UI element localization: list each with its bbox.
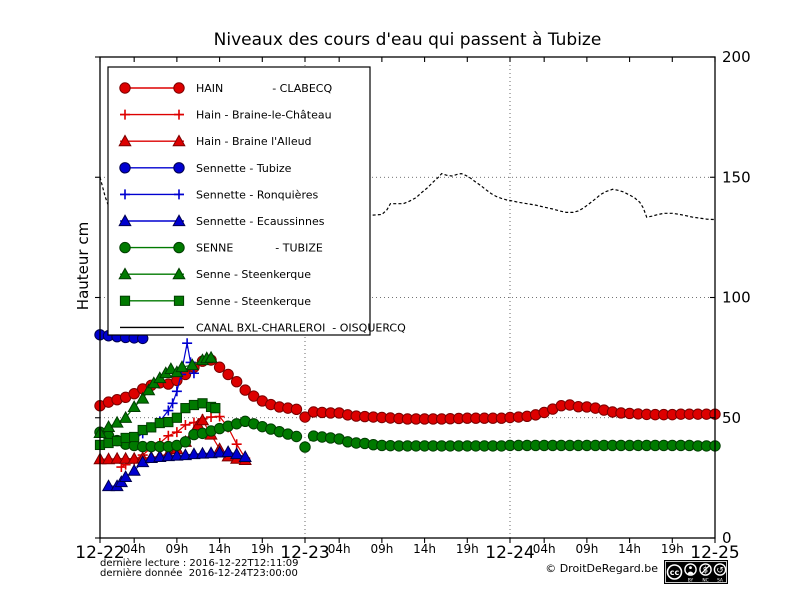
y-tick-label-0: 0 [722,529,732,547]
legend-item-hain-braine-le-ch-teau-1: Hain - Braine-le-Château [120,109,332,122]
x-tick-label-12-23-24: 12-23 [280,543,329,563]
legend-item-sennette-ronqui-res-4: Sennette - Ronquières [120,188,318,201]
series-sennette-ecaussinnes-5 [101,445,252,492]
x-tick-label-19h-43: 19h [456,542,479,556]
last-data-text: dernière donnée 2016-12-24T23:00:00 [100,568,298,579]
cc-nc-label: NC [702,578,708,584]
cc-icon-label: cc [670,568,680,577]
x-tick-label-04h-52: 04h [533,542,556,556]
legend-label: Sennette - Ronquières [196,188,318,201]
x-tick-label-14h-38: 14h [413,542,436,556]
cc-by-icon [684,563,697,576]
x-tick-label-14h-62: 14h [618,542,641,556]
y-tick-label-50: 50 [722,409,741,427]
legend-item-hain-braine-l-alleud-2: Hain - Braine l'Alleud [118,134,312,148]
legend-label: Hain - Braine-le-Château [196,109,332,122]
y-axis-label: Hauteur cm [74,221,92,311]
last-reading-text: dernière lecture : 2016-12-22T12:11:09 [100,558,299,569]
cc-icon [666,564,683,580]
legend-label: CANAL BXL-CHARLEROI - OISQUERCQ [196,321,406,334]
series-senne-steenkerque-8 [94,398,221,451]
cc-license-badge[interactable]: cc BY $ NC ↺ SA [664,560,728,584]
x-tick-label-09h-33: 09h [370,542,393,556]
legend-item-senne-tubize-6: SENNE - TUBIZE [119,242,323,255]
legend-label: SENNE - TUBIZE [196,242,323,255]
svg-text:$: $ [703,566,708,576]
x-tick-label-09h-9: 09h [165,542,188,556]
y-tick-label-150: 150 [722,168,751,186]
footer-readings: dernière lecture : 2016-12-22T12:11:09 d… [100,559,299,579]
y-tick-label-100: 100 [722,289,751,307]
legend-item-hain-clabecq-0: HAIN - CLABECQ [119,82,332,95]
legend-item-senne-steenkerque-7: Senne - Steenkerque [118,267,311,281]
x-tick-label-12-24-48: 12-24 [485,543,534,563]
legend-item-sennette-tubize-3: Sennette - Tubize [119,162,292,175]
legend-label: Sennette - Ecaussinnes [196,215,325,228]
series-senne-steenkerque-7 [93,350,218,439]
cc-sa-label: SA [717,578,723,584]
x-tick-label-04h-4: 04h [123,542,146,556]
x-tick-label-04h-28: 04h [328,542,351,556]
svg-text:↺: ↺ [716,566,724,576]
copyright-text: © DroitDeRegard.be [545,562,658,575]
x-tick-label-09h-57: 09h [575,542,598,556]
legend-item-canal-bxl-charleroi-oisquercq-9: CANAL BXL-CHARLEROI - OISQUERCQ [120,321,406,334]
x-tick-label-12-22-0: 12-22 [75,543,124,563]
x-tick-label-19h-19: 19h [251,542,274,556]
legend-label: Senne - Steenkerque [196,295,311,308]
x-tick-label-19h-67: 19h [661,542,684,556]
legend-item-senne-steenkerque-8: Senne - Steenkerque [119,295,311,308]
legend-label: Senne - Steenkerque [196,268,311,281]
legend-label: Sennette - Tubize [196,162,292,175]
cc-nc-icon [699,563,712,576]
cc-by-label: BY [688,578,694,584]
x-tick-label-14h-14: 14h [208,542,231,556]
cc-sa-icon [713,563,727,576]
legend-label: Hain - Braine l'Alleud [196,135,312,148]
legend-label: HAIN - CLABECQ [196,82,332,95]
chart-title: Niveaux des cours d'eau qui passent à Tu… [213,30,602,50]
legend: HAIN - CLABECQ Hain - Braine-le-Château Ha… [107,66,406,336]
legend-item-sennette-ecaussinnes-5: Sennette - Ecaussinnes [118,214,325,228]
y-tick-label-200: 200 [722,48,751,66]
x-tick-label-12-25-72: 12-25 [690,543,739,563]
